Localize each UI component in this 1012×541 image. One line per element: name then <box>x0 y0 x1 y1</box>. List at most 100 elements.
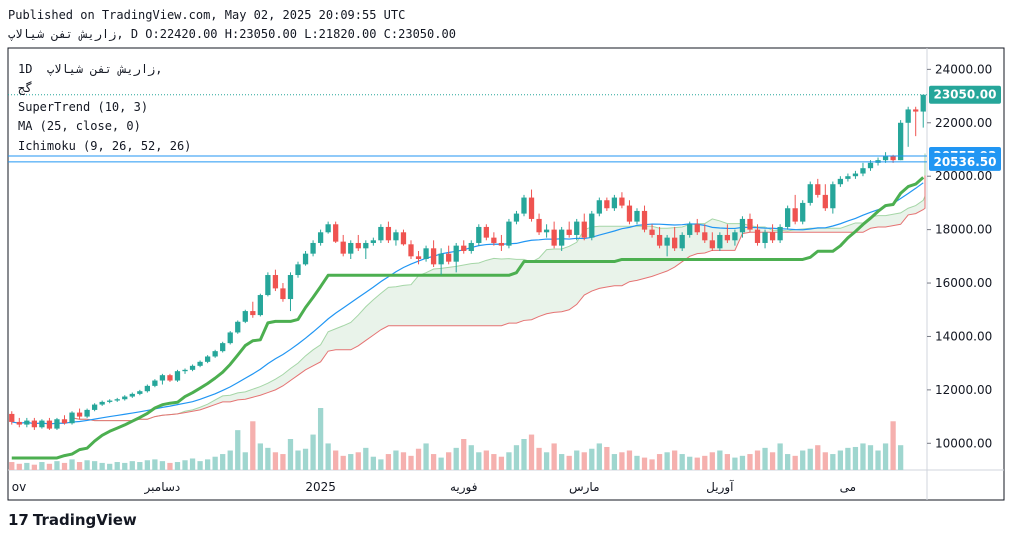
y-tick-label: 16000.00 <box>935 276 992 290</box>
candle-body <box>99 401 105 405</box>
candle-body <box>212 351 218 357</box>
x-tick-label: مارس <box>569 480 600 495</box>
volume-bar <box>513 445 520 470</box>
supertrend-up-line <box>11 176 925 460</box>
tradingview-brand[interactable]: 17 TradingView <box>8 511 137 529</box>
volume-bar <box>724 454 731 470</box>
volume-bar <box>785 454 791 470</box>
volume-bar <box>182 460 188 470</box>
candle-body <box>604 200 610 209</box>
candle-body <box>423 248 429 259</box>
volume-bar <box>415 448 422 470</box>
volume-bar <box>370 456 376 470</box>
candle-body <box>845 176 851 179</box>
candle-body <box>31 420 38 428</box>
candle-body <box>739 218 746 233</box>
volume-bar <box>91 461 98 470</box>
candle-body <box>559 229 565 246</box>
volume-bar <box>897 445 904 470</box>
candle-body <box>220 343 226 352</box>
volume-bar <box>287 439 294 470</box>
candle-body <box>204 356 211 362</box>
candle-body <box>897 122 904 161</box>
candle-body <box>76 412 83 417</box>
volume-bar <box>551 443 557 470</box>
candle-body <box>272 275 279 289</box>
candle-body <box>551 229 557 246</box>
volume-bar <box>31 464 38 470</box>
moving-average-line <box>11 182 924 425</box>
candle-body <box>393 232 399 241</box>
candle-body <box>476 226 482 243</box>
candle-body <box>235 321 241 333</box>
volume-bar <box>830 454 836 470</box>
volume-bar <box>385 454 392 470</box>
volume-bar <box>807 448 813 470</box>
y-tick-label: 12000.00 <box>935 383 992 397</box>
volume-bar <box>890 421 896 470</box>
volume-bar <box>408 455 414 470</box>
volume-bar <box>672 450 678 470</box>
legend-supertrend[interactable]: SuperTrend (10, 3) <box>18 100 149 114</box>
chart-frame <box>7 47 1005 501</box>
candle-body <box>596 200 602 214</box>
volume-bar <box>717 450 723 470</box>
volume-bar <box>694 457 700 470</box>
volume-bar <box>24 462 30 470</box>
candle-body <box>189 365 196 370</box>
volume-bar <box>589 448 595 470</box>
volume-bar <box>732 457 738 470</box>
candle-body <box>453 245 459 262</box>
volume-bar <box>235 430 241 470</box>
candle-body <box>581 221 587 238</box>
candle-body <box>860 168 866 174</box>
volume-bar <box>129 461 135 470</box>
volume-bar <box>430 454 437 470</box>
volume-bar <box>656 454 663 470</box>
candle-body <box>91 404 98 410</box>
candle-body <box>280 288 286 300</box>
candle-body <box>325 224 331 233</box>
candle-body <box>400 232 407 245</box>
volume-bar <box>9 462 15 470</box>
volume-bar <box>220 454 226 470</box>
volume-bar <box>506 452 512 470</box>
candle-body <box>882 156 889 161</box>
volume-bar <box>566 455 572 470</box>
candle-body <box>528 197 535 219</box>
volume-bar <box>99 462 105 470</box>
volume-bar <box>664 452 670 470</box>
candle-body <box>649 229 655 235</box>
volume-bar <box>852 446 859 470</box>
volume-bar <box>272 452 279 470</box>
volume-bar <box>762 447 768 470</box>
candle-body <box>430 248 437 265</box>
candle-body <box>830 184 836 209</box>
candle-body <box>626 205 633 222</box>
candle-body <box>717 234 723 249</box>
legend-ma[interactable]: MA (25, close, 0) <box>18 119 141 133</box>
candle-body <box>800 202 806 222</box>
volume-bar <box>310 434 316 470</box>
volume-bar <box>611 454 618 470</box>
candle-body <box>747 218 753 230</box>
candle-body <box>498 242 505 246</box>
x-tick-label: ov <box>12 480 26 494</box>
volume-bar <box>84 460 90 470</box>
candle-body <box>468 242 474 251</box>
volume-bar <box>393 450 399 470</box>
candle-body <box>242 311 248 322</box>
volume-bar <box>822 452 828 470</box>
candle-body <box>611 197 618 209</box>
candle-body <box>227 332 233 344</box>
candle-body <box>438 253 444 265</box>
volume-bar <box>189 458 196 470</box>
volume-bar <box>69 459 75 470</box>
volume-bar <box>641 457 648 470</box>
candle-body <box>543 229 550 233</box>
volume-bar <box>122 462 128 470</box>
x-tick-label: آوریل <box>706 479 734 495</box>
legend-ichimoku[interactable]: Ichimoku (9, 26, 52, 26) <box>18 139 192 153</box>
candle-body <box>129 393 135 397</box>
